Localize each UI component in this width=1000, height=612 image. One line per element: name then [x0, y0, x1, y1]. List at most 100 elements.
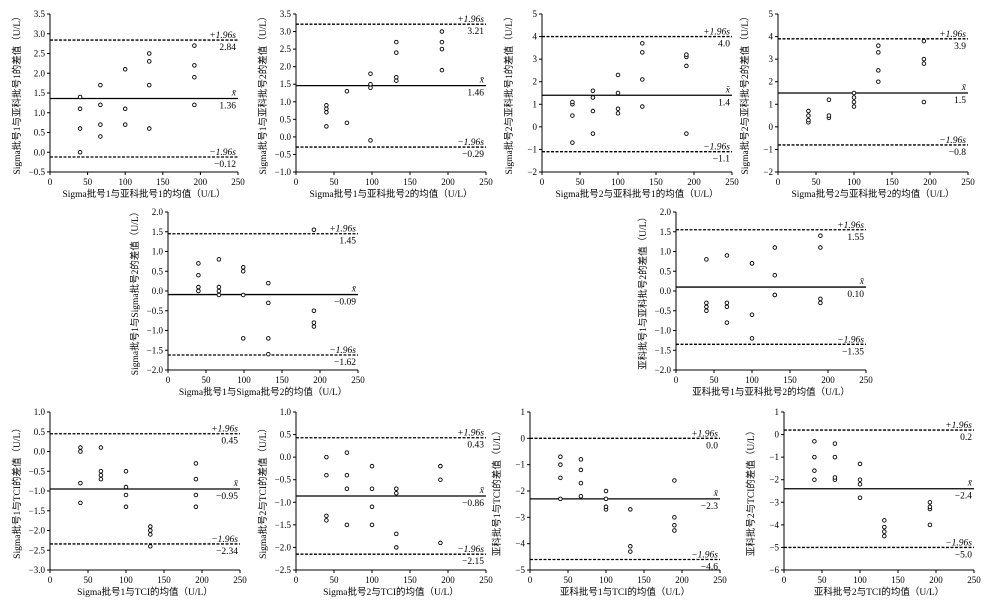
x-axis-title: Sigma批号1与亚科批号1的均值（U/L）: [62, 188, 225, 200]
data-point: [921, 38, 927, 44]
data-point: [266, 351, 271, 357]
data-point: [148, 528, 153, 533]
x-tick-label: 100: [365, 575, 379, 585]
lower-loa-label: −1.96s: [211, 535, 238, 545]
data-point: [192, 102, 197, 108]
data-point: [78, 500, 83, 506]
y-tick-label: −2: [769, 475, 779, 485]
data-point: [78, 445, 83, 450]
x-tick-label: 50: [564, 575, 574, 585]
data-point: [439, 46, 445, 52]
y-tick-label: −2.0: [147, 365, 164, 375]
y-tick-label: −0.5: [147, 306, 164, 316]
data-point: [812, 439, 817, 444]
data-point: [704, 304, 709, 310]
y-tick-label: 4: [533, 32, 538, 42]
y-tick-label: 0.0: [660, 286, 672, 296]
data-point: [77, 94, 83, 100]
data-point: [615, 72, 621, 78]
chart-panel: 0 50 100 150 200 250 −3.0 −2.5 −2.0 −1.5 −1.0 −0.5 0…: [11, 407, 247, 598]
data-point: [704, 300, 709, 306]
data-point: [344, 472, 350, 478]
data-point: [684, 52, 689, 57]
x-tick-label: 150: [157, 575, 171, 585]
upper-loa-value: 3.9: [954, 42, 966, 52]
y-tick-label: 0.5: [152, 266, 164, 276]
data-point: [704, 257, 709, 262]
y-axis-title: Sigma批号1与Sigma批号2的差值（U/L）: [129, 207, 141, 375]
data-point: [921, 99, 927, 105]
upper-loa-label: +1.96s: [703, 28, 730, 38]
y-tick-label: 0.0: [280, 452, 292, 462]
mean-value: 1.46: [467, 89, 484, 99]
upper-loa-label: +1.96s: [457, 429, 484, 439]
mean-label: x̄: [231, 89, 237, 99]
mean-value: −2.4: [955, 492, 972, 502]
y-tick-label: 1.0: [34, 407, 46, 417]
y-tick-label: 3.5: [280, 9, 292, 19]
data-point: [368, 85, 373, 90]
data-point: [78, 480, 83, 486]
data-point: [368, 71, 373, 76]
data-point: [882, 518, 887, 523]
data-point: [344, 120, 350, 126]
y-axis-title: 亚科批号2与TCI的差值（U/L）: [745, 426, 757, 556]
upper-loa-label: +1.96s: [837, 221, 864, 231]
data-point: [368, 81, 373, 87]
mean-label: x̄: [859, 277, 865, 287]
mean-value: −0.95: [216, 492, 238, 502]
data-point: [806, 108, 811, 114]
data-point: [196, 284, 201, 290]
data-point: [311, 308, 317, 314]
data-point: [672, 528, 677, 533]
data-point: [882, 533, 887, 539]
y-tick-label: −5: [769, 542, 779, 552]
x-tick-label: 100: [847, 177, 861, 187]
x-tick-label: 100: [599, 575, 613, 585]
y-tick-label: −1.0: [147, 326, 164, 336]
data-point: [394, 74, 399, 80]
upper-loa-value: 1.45: [339, 237, 356, 247]
y-tick-label: 5: [769, 9, 774, 19]
data-point: [192, 43, 197, 48]
mean-value: 1.4: [718, 98, 730, 108]
data-point: [216, 288, 222, 294]
data-point: [78, 449, 83, 454]
y-tick-label: 0.5: [34, 427, 46, 437]
x-tick-label: 100: [119, 575, 133, 585]
data-point: [640, 41, 645, 46]
data-point: [438, 540, 443, 546]
data-point: [672, 478, 677, 483]
data-point: [818, 300, 823, 306]
y-tick-label: −1.0: [655, 326, 672, 336]
data-point: [324, 106, 329, 112]
y-tick-label: 1.5: [280, 79, 292, 89]
x-tick-label: 200: [929, 575, 943, 585]
data-point: [216, 257, 222, 262]
data-point: [640, 50, 645, 55]
x-tick-label: 250: [479, 177, 493, 187]
x-tick-label: 150: [649, 177, 663, 187]
x-axis-title: Sigma批号2与亚科批号1的均值（U/L）: [555, 188, 718, 200]
chart-panel: 0 50 100 150 200 250 −2 −1 0 1 2 3 4 5 +1.96s 3.9 x̄ 1.5 −…: [739, 9, 975, 200]
y-tick-label: 1: [533, 99, 538, 109]
lower-loa-label: −1.96s: [457, 545, 484, 555]
data-point: [832, 454, 838, 460]
upper-loa-label: +1.96s: [211, 425, 238, 435]
x-tick-label: 250: [859, 375, 873, 385]
y-tick-label: 0.5: [280, 430, 292, 440]
y-tick-label: −0.5: [275, 149, 292, 159]
y-tick-label: 2.0: [34, 68, 46, 78]
data-point: [394, 545, 399, 550]
y-tick-label: 1: [769, 99, 774, 109]
lower-loa-label: −1.96s: [703, 143, 730, 153]
data-point: [749, 261, 755, 266]
data-point: [311, 320, 317, 325]
data-point: [628, 549, 633, 554]
data-point: [324, 110, 329, 115]
data-point: [851, 90, 857, 96]
upper-loa-value: 2.84: [219, 43, 236, 53]
data-point: [857, 477, 863, 482]
x-tick-label: 100: [853, 575, 867, 585]
data-point: [147, 82, 152, 88]
